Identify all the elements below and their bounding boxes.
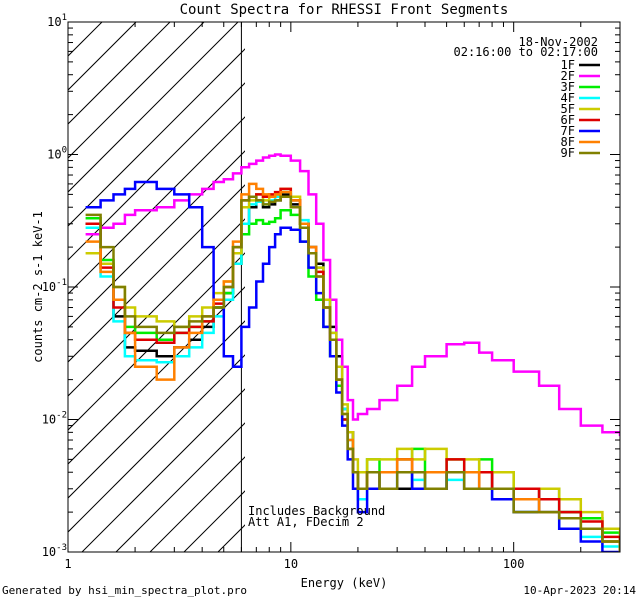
y-tick-label: 10-1 [42,278,67,294]
hatch-line [68,48,245,227]
x-tick-label: 100 [503,557,525,571]
x-tick-label: 10 [284,557,298,571]
legend-label-9F: 9F [561,146,575,160]
time-range-label: 02:16:00 to 02:17:00 [454,45,599,59]
x-axis-tick-labels: 1 10 100 [64,557,524,571]
hatch-line [68,320,245,499]
legend-label-4F: 4F [561,91,575,105]
generated-by-label: Generated by hsi_min_spectra_plot.pro [2,584,247,597]
y-tick-label: 101 [47,13,67,29]
y-axis-label: counts cm-2 s-1 keV-1 [31,211,45,363]
x-axis-label: Energy (keV) [301,576,388,590]
hatch-line [68,22,205,159]
hatch-line [68,218,245,397]
series-2F [85,153,620,437]
hatch-line [68,82,245,261]
legend-label-1F: 1F [561,58,575,72]
x-axis-ticks [67,22,621,552]
hatch-line [68,184,245,363]
plot-frame [67,21,621,553]
legend-label-6F: 6F [561,113,575,127]
hatch-line [115,422,245,552]
y-tick-label: 10-2 [42,411,67,427]
chart-title: Count Spectra for RHESSI Front Segments [180,2,509,18]
hatch-line [68,22,171,125]
legend-label-2F: 2F [561,69,575,83]
hatch-line [68,150,245,329]
hatched-region [68,22,245,552]
legend-label-8F: 8F [561,135,575,149]
date-label: 18-Nov-2002 [519,35,598,49]
series-layer [85,153,620,552]
hatch-line [68,354,245,533]
annotation-background: Includes Background [248,504,385,518]
annotation-attenuator: Att A1, FDecim 2 [248,515,364,529]
legend-label-3F: 3F [561,80,575,94]
hatch-line [68,252,245,431]
svg-text:10-2: 10-2 [42,411,67,427]
hatch-line [68,22,239,193]
y-tick-label: 100 [47,146,67,162]
y-tick-label: 10-3 [42,543,67,559]
svg-text:101: 101 [47,13,67,29]
hatch-line [149,456,245,552]
svg-text:10-1: 10-1 [42,278,67,294]
y-axis-ticks [68,21,620,553]
y-axis-tick-labels: 10-3 10-2 10-1 100 101 [42,13,67,559]
timestamp-label: 10-Apr-2023 20:14 [523,584,636,597]
series-9F [85,195,620,552]
hatch-line [81,388,245,552]
x-tick-label: 1 [64,557,71,571]
svg-text:10-3: 10-3 [42,543,67,559]
svg-text:100: 100 [47,146,67,162]
legend-label-5F: 5F [561,102,575,116]
legend-label-7F: 7F [561,124,575,138]
